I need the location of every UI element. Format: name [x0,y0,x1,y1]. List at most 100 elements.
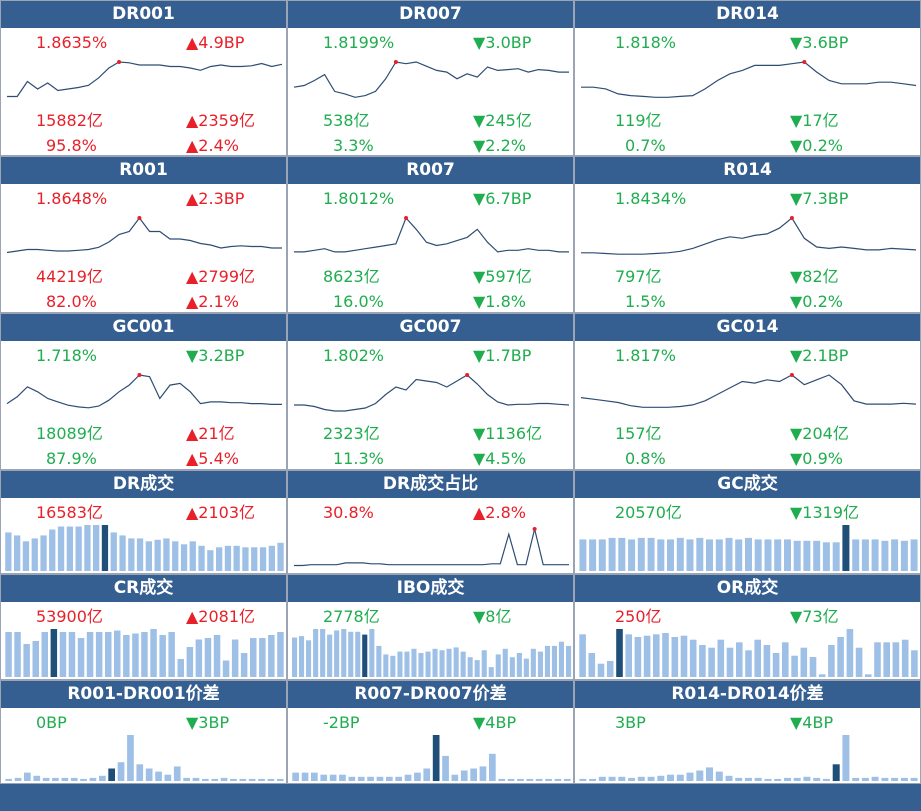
panel-13[interactable]: IBO成交 2778亿 ▼8亿 [287,574,574,680]
primary-value: -2BP [323,713,360,732]
panel-chart [5,525,284,571]
bar [551,645,557,677]
bar [774,778,782,781]
primary-change: ▼1319亿 [790,503,860,522]
bar [618,537,626,571]
bar [481,650,487,677]
panel-10[interactable]: DR成交占比 30.8% ▲2.8% [287,470,574,574]
bar [442,755,449,781]
bar [509,657,515,677]
bar [517,778,524,781]
bar [881,777,889,781]
bar [404,651,410,677]
bar [846,629,854,677]
peak-point [789,216,794,220]
bar [239,778,247,781]
panel-title: R007-DR007价差 [288,681,573,708]
panel-4[interactable]: R007 1.8012% ▼6.7BP 8623亿 ▼597亿 16.0% ▼1.8% [287,156,574,313]
bar [334,630,340,677]
panel-14[interactable]: OR成交 250亿 ▼73亿 [574,574,921,680]
panel-15[interactable]: R001-DR001价差 0BP ▼3BP [0,680,287,784]
panel-8[interactable]: GC014 1.817% ▼2.1BP 157亿 ▼204亿 0.8% ▼0.9% [574,313,921,470]
bar [900,540,908,571]
bar [745,537,752,571]
bar [900,777,908,781]
panel-3[interactable]: R001 1.8648% ▲2.3BP 44219亿 ▲2799亿 82.0% ▲2.1% [0,156,287,313]
primary-change: ▲2103亿 [186,503,256,522]
bar [277,632,284,677]
bar [75,526,82,571]
bar [606,661,614,677]
bar [292,772,299,781]
bar [40,535,47,571]
bar [68,632,76,677]
panel-17[interactable]: R014-DR014价差 3BP ▼4BP [574,680,921,784]
volume-value: 797亿 [615,267,662,286]
bar [369,629,375,677]
panel-0[interactable]: DR001 1.8635% ▲4.9BP 15882亿 ▲2359亿 95.8% ▲2.4% [0,0,287,156]
bar [5,532,12,571]
bar [706,767,713,781]
bar [259,547,267,571]
panel-chart [6,216,282,254]
primary-change: ▼4BP [790,713,834,732]
panel-11[interactable]: GC成交 20570亿 ▼1319亿 [574,470,921,574]
bar [832,542,840,572]
panel-7[interactable]: GC007 1.802% ▼1.7BP 2323亿 ▼1136亿 11.3% ▼4.5% [287,313,574,470]
panel-title: DR007 [288,1,573,28]
bar [608,537,616,571]
bar [327,634,333,677]
bar [292,637,298,677]
bar [530,648,536,677]
bar [745,650,752,677]
primary-change: ▼1.7BP [473,346,532,365]
share-value: 3.3% [333,136,374,155]
bar [49,529,56,571]
panel-5[interactable]: R014 1.8434% ▼7.3BP 797亿 ▼82亿 1.5% ▼0.2% [574,156,921,313]
volume-change: ▼245亿 [473,111,532,130]
panel-title: OR成交 [575,575,920,602]
bar [764,539,772,571]
bar [268,635,275,677]
bar [117,762,125,781]
bar [33,775,41,781]
bar [213,635,221,677]
bar [676,774,684,781]
bar [667,539,674,571]
bar [320,629,326,677]
primary-change: ▼4BP [473,713,517,732]
bar [216,547,223,571]
bar [159,635,166,677]
bar [5,778,12,781]
panel-chart [5,735,284,781]
bar [467,657,473,677]
share-change: ▼2.2% [473,136,526,155]
volume-change: ▼204亿 [790,424,849,443]
bar [404,774,412,781]
bar [66,526,73,571]
bar [842,525,850,571]
panel-title: GC成交 [575,471,920,498]
bar [423,768,431,781]
primary-change: ▲2.3BP [186,189,245,208]
panel-2[interactable]: DR014 1.818% ▼3.6BP 119亿 ▼17亿 0.7% ▼0.2% [574,0,921,156]
panel-6[interactable]: GC001 1.718% ▼3.2BP 18089亿 ▲21亿 87.9% ▲5.4% [0,313,287,470]
bar [204,638,212,677]
bar [101,525,109,571]
panel-chart [5,629,284,677]
primary-value: 1.802% [323,346,385,365]
primary-value: 1.8648% [36,189,108,208]
bar [667,774,674,781]
panel-9[interactable]: DR成交 16583亿 ▲2103亿 [0,470,287,574]
bar [813,777,821,781]
bar [871,539,879,571]
share-value: 0.8% [625,449,666,468]
panel-12[interactable]: CR成交 53900亿 ▲2081亿 [0,574,287,680]
bar [180,544,188,571]
bar [726,647,734,677]
panel-16[interactable]: R007-DR007价差 -2BP ▼4BP [287,680,574,784]
primary-value: 2778亿 [323,607,380,626]
panel-1[interactable]: DR007 1.8199% ▼3.0BP 538亿 ▼245亿 3.3% ▼2.2% [287,0,574,156]
panel-chart [294,527,569,567]
primary-value: 250亿 [615,607,662,626]
